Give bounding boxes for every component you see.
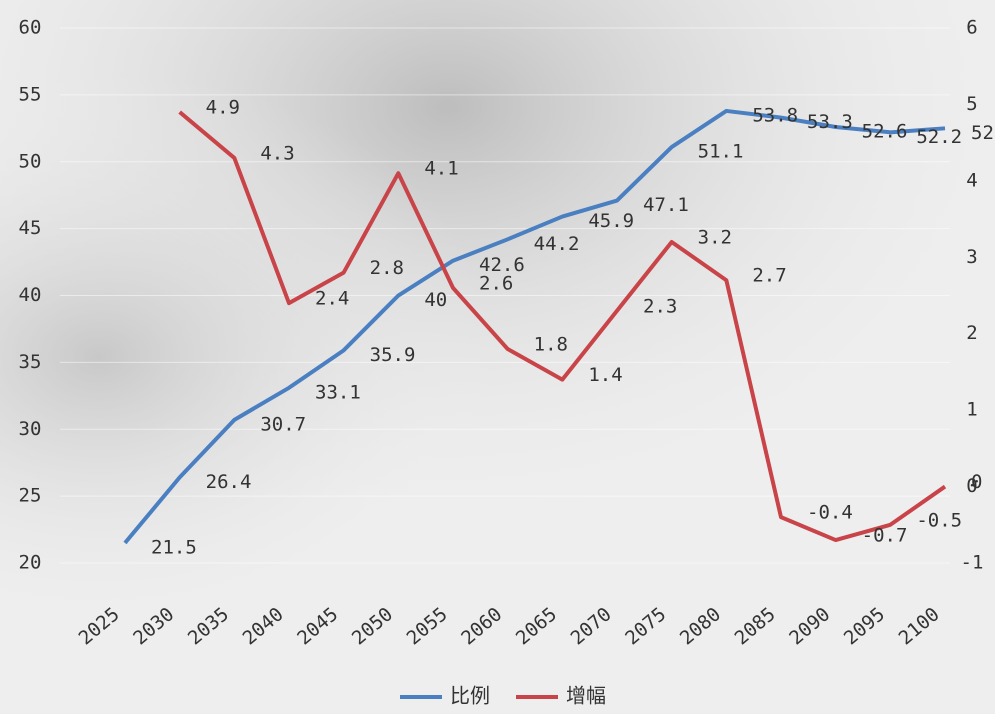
data-label: 47.1 — [643, 194, 689, 216]
data-label: 44.2 — [534, 233, 580, 255]
y-tick-label: 45 — [19, 217, 42, 239]
data-label: 52.6 — [862, 120, 908, 142]
data-label: 0 — [971, 471, 982, 493]
data-label: 45.9 — [588, 210, 634, 232]
data-label: 30.7 — [260, 413, 306, 435]
data-label: 26.4 — [206, 471, 252, 493]
y-tick-label: 35 — [19, 351, 42, 373]
y-tick-label: 25 — [19, 485, 42, 507]
y2-tick-label: -1 — [961, 552, 984, 574]
data-label: 51.1 — [698, 141, 744, 163]
y-tick-label: 50 — [19, 150, 42, 172]
data-label: 40 — [424, 289, 447, 311]
y2-tick-label: 1 — [966, 399, 977, 421]
data-label: 35.9 — [370, 344, 416, 366]
legend-label: 增幅 — [566, 684, 606, 708]
y2-tick-label: 4 — [966, 169, 977, 191]
legend-label: 比例 — [450, 684, 490, 708]
data-label: 2.4 — [315, 288, 349, 310]
y-tick-label: 20 — [19, 552, 42, 574]
data-label: 21.5 — [151, 536, 197, 558]
data-label: 2.3 — [643, 295, 677, 317]
series-line — [123, 108, 946, 545]
data-label: 2.7 — [752, 265, 786, 287]
data-label: 3.2 — [698, 227, 732, 249]
data-label: 52.5 — [971, 122, 995, 144]
y2-tick-label: 0 — [966, 475, 977, 497]
data-label: 2.8 — [370, 257, 404, 279]
y2-tick-label: 6 — [966, 17, 977, 39]
data-label: 4.3 — [260, 142, 294, 164]
y-tick-label: 60 — [19, 17, 42, 39]
data-label: 4.1 — [424, 158, 458, 180]
data-label: 53.3 — [807, 111, 853, 133]
y-tick-label: 40 — [19, 284, 42, 306]
data-label: 52.2 — [916, 126, 962, 148]
y2-tick-label: 5 — [966, 93, 977, 115]
series-line — [178, 110, 947, 543]
data-label: -0.4 — [807, 502, 853, 524]
y2-tick-label: 3 — [966, 246, 977, 268]
data-label: 1.4 — [588, 364, 622, 386]
data-label: 1.8 — [534, 334, 568, 356]
y-tick-label: 30 — [19, 418, 42, 440]
y-tick-label: 55 — [19, 83, 42, 105]
data-label: -0.7 — [862, 525, 908, 547]
data-label: 33.1 — [315, 381, 361, 403]
data-label: -0.5 — [916, 509, 962, 531]
y2-tick-label: 2 — [966, 322, 977, 344]
data-label: 42.6 — [479, 254, 525, 276]
data-label: 4.9 — [206, 97, 240, 119]
data-label: 2.6 — [479, 272, 513, 294]
data-label: 53.8 — [752, 104, 798, 126]
